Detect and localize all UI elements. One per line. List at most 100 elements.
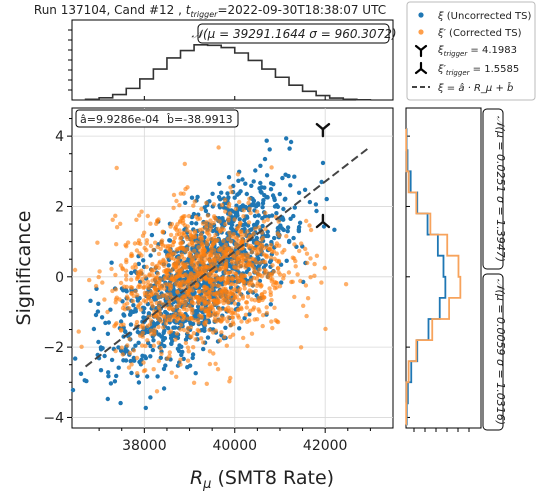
uncorrected-point [265, 173, 269, 177]
corrected-point [171, 243, 175, 247]
corrected-point [172, 193, 176, 197]
corrected-point [215, 291, 219, 295]
corrected-point [187, 349, 191, 353]
corrected-point [185, 228, 189, 232]
uncorrected-point [92, 327, 96, 331]
corrected-point [168, 350, 172, 354]
corrected-point [169, 269, 173, 273]
uncorrected-point [253, 214, 257, 218]
corrected-point [178, 219, 182, 223]
uncorrected-point [263, 157, 267, 161]
corrected-point [265, 311, 269, 315]
corrected-point [293, 259, 297, 263]
corrected-point [232, 287, 236, 291]
corrected-point [312, 262, 316, 266]
corrected-point [211, 221, 215, 225]
uncorrected-point [280, 226, 284, 230]
corrected-point [227, 202, 231, 206]
corrected-point [170, 371, 174, 375]
corrected-point [223, 209, 227, 213]
corrected-point [200, 265, 204, 269]
uncorrected-point [259, 190, 263, 194]
y-tick-label: 2 [55, 199, 64, 215]
uncorrected-point [254, 204, 258, 208]
uncorrected-point [278, 192, 282, 196]
corrected-point [113, 273, 117, 277]
corrected-point [181, 192, 185, 196]
corrected-point [130, 291, 134, 295]
uncorrected-point [129, 271, 133, 275]
corrected-point [202, 261, 206, 265]
corrected-point [230, 315, 234, 319]
corrected-point [267, 286, 271, 290]
uncorrected-point [245, 192, 249, 196]
corrected-point [239, 319, 243, 323]
corrected-point [186, 345, 190, 349]
corrected-point [239, 229, 243, 233]
corrected-point [164, 270, 168, 274]
uncorrected-point [283, 197, 287, 201]
corrected-point [114, 300, 118, 304]
corrected-point [168, 292, 172, 296]
fit-param-b: b̂=-38.9913 [166, 113, 232, 126]
corrected-point [220, 203, 224, 207]
corrected-point [287, 270, 291, 274]
corrected-point [162, 314, 166, 318]
corrected-point [174, 275, 178, 279]
corrected-point [261, 324, 265, 328]
corrected-point [182, 257, 186, 261]
corrected-point [259, 283, 263, 287]
corrected-point [196, 217, 200, 221]
corrected-point [248, 309, 252, 313]
legend-fit-label: ξ = â · R_μ + b̂ [437, 81, 513, 94]
corrected-point [208, 275, 212, 279]
uncorrected-point [285, 259, 289, 263]
corrected-point [299, 345, 303, 349]
corrected-point [237, 315, 241, 319]
uncorrected-point [243, 182, 247, 186]
corrected-point [177, 268, 181, 272]
corrected-point [251, 257, 255, 261]
corrected-point [248, 207, 252, 211]
corrected-point [141, 331, 145, 335]
corrected-point [73, 268, 77, 272]
corrected-point [249, 281, 253, 285]
corrected-point [214, 273, 218, 277]
corrected-point [207, 328, 211, 332]
corrected-point [239, 273, 243, 277]
corrected-point [228, 185, 232, 189]
corrected-point [254, 289, 258, 293]
corrected-point [237, 298, 241, 302]
right-histogram-corrected [406, 129, 460, 424]
corrected-point [263, 260, 267, 264]
corrected-point [188, 334, 192, 338]
corrected-point [156, 217, 160, 221]
corrected-point [292, 295, 296, 299]
corrected-point [97, 275, 101, 279]
corrected-point [308, 275, 312, 279]
corrected-point [212, 202, 216, 206]
corrected-point [178, 327, 182, 331]
uncorrected-point [217, 195, 221, 199]
corrected-point [204, 223, 208, 227]
corrected-point [119, 323, 123, 327]
corrected-point [117, 297, 121, 301]
corrected-point [233, 301, 237, 305]
corrected-point [261, 236, 265, 240]
corrected-point [179, 323, 183, 327]
corrected-point [155, 291, 159, 295]
corrected-point [235, 251, 239, 255]
corrected-point [164, 321, 168, 325]
legend-uncorrected-label: ξ (Uncorrected TS) [437, 11, 531, 22]
corrected-point [245, 344, 249, 348]
corrected-point [173, 236, 177, 240]
corrected-point [121, 306, 125, 310]
uncorrected-point [137, 380, 141, 384]
corrected-point [157, 341, 161, 345]
uncorrected-point [257, 213, 261, 217]
uncorrected-point [148, 354, 152, 358]
corrected-point [145, 338, 149, 342]
corrected-point [167, 306, 171, 310]
corrected-point [242, 208, 246, 212]
corrected-point [195, 240, 199, 244]
